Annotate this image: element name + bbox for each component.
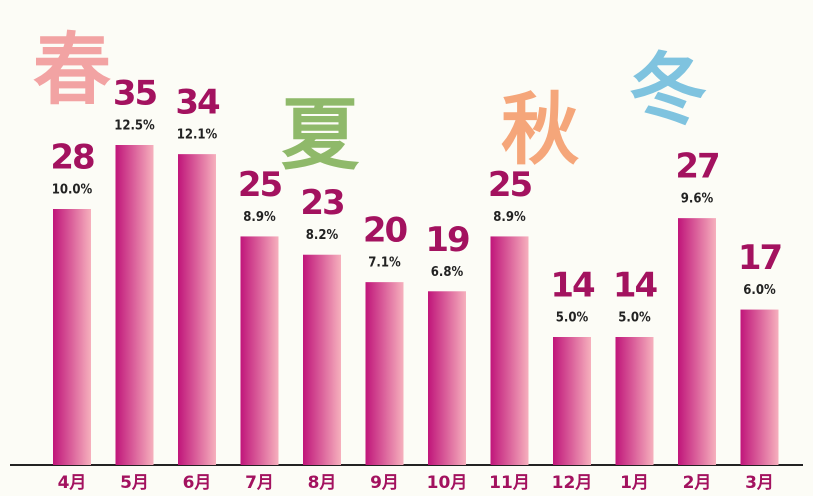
- share-label: 5.0%: [556, 311, 589, 326]
- value-label: 14: [613, 266, 658, 306]
- value-label: 19: [425, 220, 469, 260]
- value-label: 14: [550, 266, 595, 306]
- x-tick-label: 8月: [308, 473, 337, 493]
- x-tick-label: 1月: [620, 473, 649, 493]
- x-tick-label: 5月: [120, 473, 149, 493]
- value-label: 27: [675, 147, 718, 187]
- share-label: 5.0%: [618, 311, 651, 326]
- bar: [240, 236, 279, 465]
- x-tick-label: 3月: [745, 473, 774, 493]
- value-label: 20: [363, 211, 408, 251]
- bar: [428, 291, 466, 465]
- bar: [365, 282, 404, 465]
- share-label: 8.9%: [493, 210, 526, 225]
- share-label: 6.0%: [743, 283, 776, 298]
- x-tick-label: 6月: [183, 473, 212, 493]
- value-label: 23: [300, 183, 343, 223]
- bar: [490, 236, 529, 465]
- x-tick-label: 2月: [683, 473, 712, 493]
- season-label: 秋: [501, 85, 579, 175]
- share-label: 6.8%: [431, 265, 464, 280]
- bar: [678, 218, 716, 465]
- value-label: 34: [175, 83, 220, 123]
- share-label: 9.6%: [681, 192, 714, 207]
- value-label: 25: [238, 165, 282, 205]
- bar: [115, 145, 154, 465]
- x-tick-label: 9月: [370, 473, 399, 493]
- x-tick-label: 12月: [552, 473, 593, 493]
- x-tick-label: 11月: [489, 473, 530, 493]
- share-label: 7.1%: [368, 256, 401, 271]
- x-tick-label: 7月: [245, 473, 274, 493]
- share-label: 12.5%: [114, 119, 155, 134]
- value-label: 35: [113, 74, 157, 114]
- bar: [53, 209, 91, 465]
- value-label: 28: [50, 138, 94, 178]
- value-label: 25: [488, 165, 532, 205]
- x-tick-label: 10月: [427, 473, 468, 493]
- share-label: 12.1%: [177, 128, 218, 143]
- season-label: 冬: [629, 45, 707, 135]
- bar: [178, 154, 216, 465]
- season-label: 夏: [281, 90, 360, 180]
- share-label: 8.2%: [306, 228, 339, 243]
- value-label: 17: [738, 238, 781, 278]
- season-label: 春: [33, 25, 111, 115]
- bar: [553, 337, 591, 465]
- share-label: 8.9%: [243, 210, 276, 225]
- bar: [615, 337, 654, 465]
- bar: [303, 254, 341, 465]
- share-label: 10.0%: [52, 183, 93, 198]
- bar: [740, 309, 779, 465]
- x-tick-label: 4月: [58, 473, 87, 493]
